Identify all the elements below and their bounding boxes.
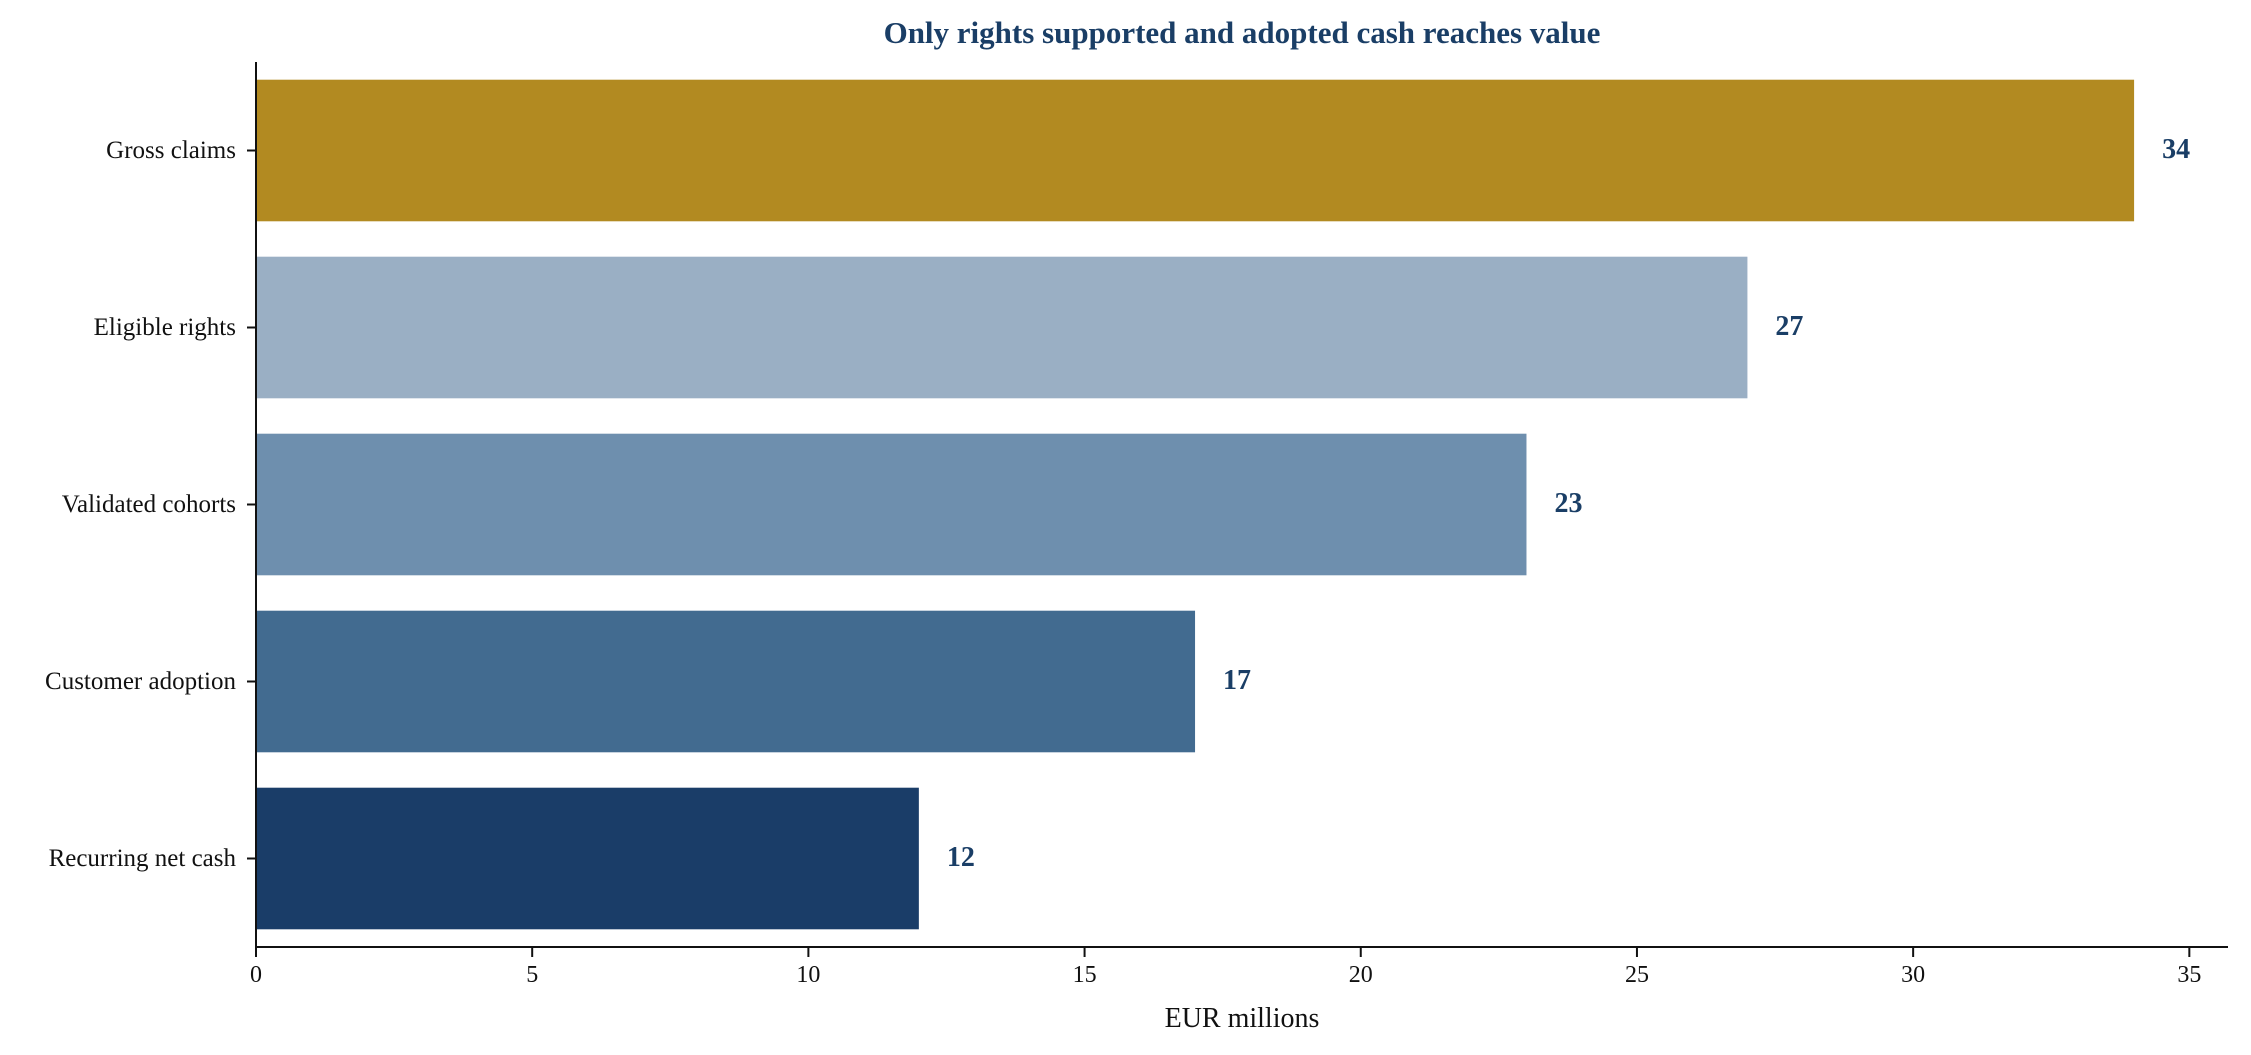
bar-validated-cohorts <box>256 433 1527 576</box>
x-tick-label: 35 <box>2177 962 2201 988</box>
x-tick-label: 5 <box>526 962 538 988</box>
bar-eligible-rights <box>256 256 1748 399</box>
x-tick-label: 25 <box>1625 962 1649 988</box>
x-tick-label: 20 <box>1349 962 1373 988</box>
bar-gross-claims <box>256 79 2135 222</box>
category-label: Validated cohorts <box>62 491 236 518</box>
category-label: Recurring net cash <box>49 845 237 872</box>
value-labels-group: 34 27 23 17 12 <box>947 134 2190 873</box>
x-tick-label: 15 <box>1073 962 1097 988</box>
bar-customer-adoption <box>256 610 1196 753</box>
x-tick-label: 0 <box>250 962 262 988</box>
x-axis-ticks: 0 5 10 15 20 25 30 35 <box>250 947 2201 988</box>
category-label: Eligible rights <box>94 314 236 341</box>
bars-group <box>256 79 2135 930</box>
chart-title: Only rights supported and adopted cash r… <box>884 15 1601 50</box>
category-labels-group: Gross claims Eligible rights Validated coh… <box>45 137 256 872</box>
x-tick-label: 30 <box>1901 962 1925 988</box>
value-label: 34 <box>2162 134 2190 165</box>
value-label: 17 <box>1223 665 1251 696</box>
category-label: Customer adoption <box>45 668 236 695</box>
category-label: Gross claims <box>106 137 236 164</box>
bar-recurring-net-cash <box>256 787 919 930</box>
value-label: 12 <box>947 842 975 873</box>
value-label: 27 <box>1775 311 1803 342</box>
value-label: 23 <box>1554 488 1582 519</box>
x-axis-label: EUR millions <box>1165 1003 1320 1034</box>
x-tick-label: 10 <box>796 962 820 988</box>
